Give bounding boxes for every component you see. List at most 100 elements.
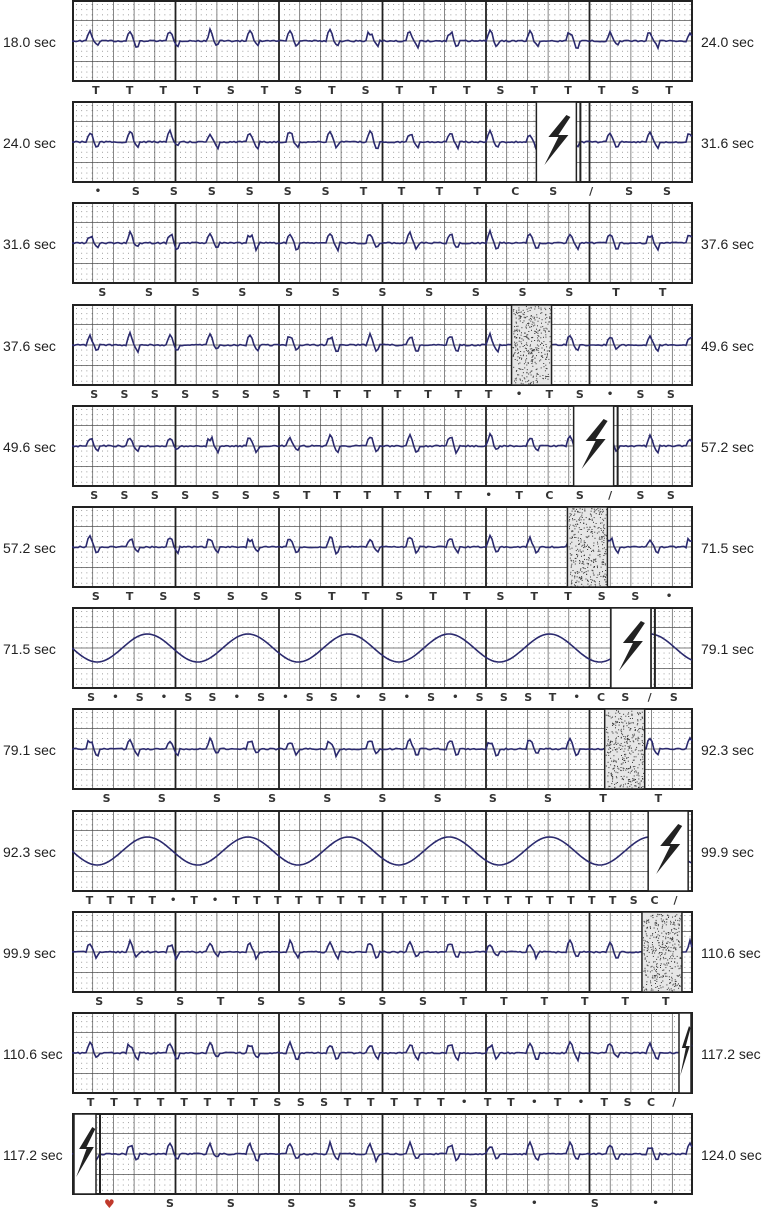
beat-label: T bbox=[157, 1097, 165, 1109]
beat-label: T bbox=[424, 490, 432, 502]
beat-label: S bbox=[427, 692, 435, 704]
beat-label: S bbox=[285, 287, 293, 299]
beat-dot: • bbox=[573, 692, 579, 704]
ecg-grid bbox=[72, 1113, 693, 1195]
shock-marker bbox=[536, 102, 580, 182]
beat-label: T bbox=[333, 490, 341, 502]
beat-dot: • bbox=[282, 692, 288, 704]
beat-label: T bbox=[217, 996, 225, 1008]
beat-label: T bbox=[588, 895, 596, 907]
beat-label: T bbox=[364, 490, 372, 502]
strip-start-time: 117.2 sec bbox=[3, 1147, 69, 1163]
beat-label: T bbox=[394, 490, 402, 502]
shock-marker bbox=[611, 608, 655, 688]
beat-label: T bbox=[549, 692, 557, 704]
beat-dot: • bbox=[170, 895, 176, 907]
beat-label: T bbox=[396, 85, 404, 97]
beat-dot: • bbox=[452, 692, 458, 704]
beat-label: S bbox=[294, 85, 302, 97]
beat-label: T bbox=[429, 85, 437, 97]
beat-label: S bbox=[497, 85, 505, 97]
ecg-grid bbox=[72, 708, 693, 790]
artifact-block bbox=[512, 305, 552, 385]
beat-label: S bbox=[181, 389, 189, 401]
beat-label: T bbox=[253, 895, 261, 907]
beat-label: T bbox=[455, 389, 463, 401]
beat-dot: • bbox=[95, 186, 101, 198]
beat-label: T bbox=[261, 85, 269, 97]
beat-label: T bbox=[554, 1097, 562, 1109]
beat-dot: • bbox=[485, 490, 491, 502]
beat-label: T bbox=[500, 996, 508, 1008]
beat-label: S bbox=[246, 186, 254, 198]
ecg-grid bbox=[72, 1012, 693, 1094]
beat-label: T bbox=[364, 389, 372, 401]
beat-label: T bbox=[421, 895, 429, 907]
beat-label: S bbox=[242, 389, 250, 401]
beat-label: T bbox=[274, 895, 282, 907]
beat-label: S bbox=[166, 1198, 174, 1210]
beat-label: S bbox=[227, 591, 235, 603]
beat-label: S bbox=[332, 287, 340, 299]
beat-label: T bbox=[193, 85, 201, 97]
beat-dot: • bbox=[666, 591, 672, 603]
beat-label: C bbox=[545, 490, 553, 502]
beat-label: T bbox=[379, 895, 387, 907]
beat-label: T bbox=[436, 186, 444, 198]
beat-dot: • bbox=[607, 389, 613, 401]
beat-label: S bbox=[631, 85, 639, 97]
beat-label: T bbox=[599, 793, 607, 805]
artifact-block bbox=[567, 507, 607, 587]
beat-label: S bbox=[159, 591, 167, 603]
beat-label: T bbox=[398, 186, 406, 198]
beat-label: S bbox=[624, 1097, 632, 1109]
beat-label: T bbox=[316, 895, 324, 907]
beat-label: T bbox=[531, 85, 539, 97]
strip-end-time: 57.2 sec bbox=[701, 439, 777, 455]
beat-label: T bbox=[612, 287, 620, 299]
beat-label: S bbox=[670, 692, 678, 704]
beat-label: T bbox=[362, 591, 370, 603]
beat-label: T bbox=[190, 895, 198, 907]
beat-label: T bbox=[429, 591, 437, 603]
beat-label: S bbox=[151, 389, 159, 401]
beat-label: T bbox=[414, 1097, 422, 1109]
beat-label: T bbox=[303, 389, 311, 401]
beat-label: S bbox=[136, 996, 144, 1008]
beat-label: S bbox=[549, 186, 557, 198]
beat-label: S bbox=[637, 389, 645, 401]
beat-label: S bbox=[227, 85, 235, 97]
beat-label: S bbox=[268, 793, 276, 805]
beat-label: T bbox=[134, 1097, 142, 1109]
beat-label: C bbox=[651, 895, 659, 907]
strip-end-time: 37.6 sec bbox=[701, 236, 777, 252]
strip-start-time: 18.0 sec bbox=[3, 34, 69, 50]
beat-label: T bbox=[227, 1097, 235, 1109]
beat-label: T bbox=[344, 1097, 352, 1109]
shock-marker bbox=[679, 1013, 691, 1093]
beat-label: T bbox=[531, 591, 539, 603]
beat-label: T bbox=[665, 85, 673, 97]
beat-label: T bbox=[507, 1097, 515, 1109]
beat-label: T bbox=[367, 1097, 375, 1109]
beat-label: S bbox=[103, 793, 111, 805]
beat-dot: • bbox=[161, 692, 167, 704]
beat-label: T bbox=[485, 389, 493, 401]
beat-label: S bbox=[193, 591, 201, 603]
beat-label: T bbox=[149, 895, 157, 907]
beat-label: S bbox=[379, 996, 387, 1008]
strip-end-time: 49.6 sec bbox=[701, 338, 777, 354]
beat-label: S bbox=[470, 1198, 478, 1210]
strip-start-time: 92.3 sec bbox=[3, 844, 69, 860]
beat-label: T bbox=[581, 996, 589, 1008]
beat-label: T bbox=[546, 895, 554, 907]
beat-label: S bbox=[409, 1198, 417, 1210]
shock-marker bbox=[574, 406, 618, 486]
